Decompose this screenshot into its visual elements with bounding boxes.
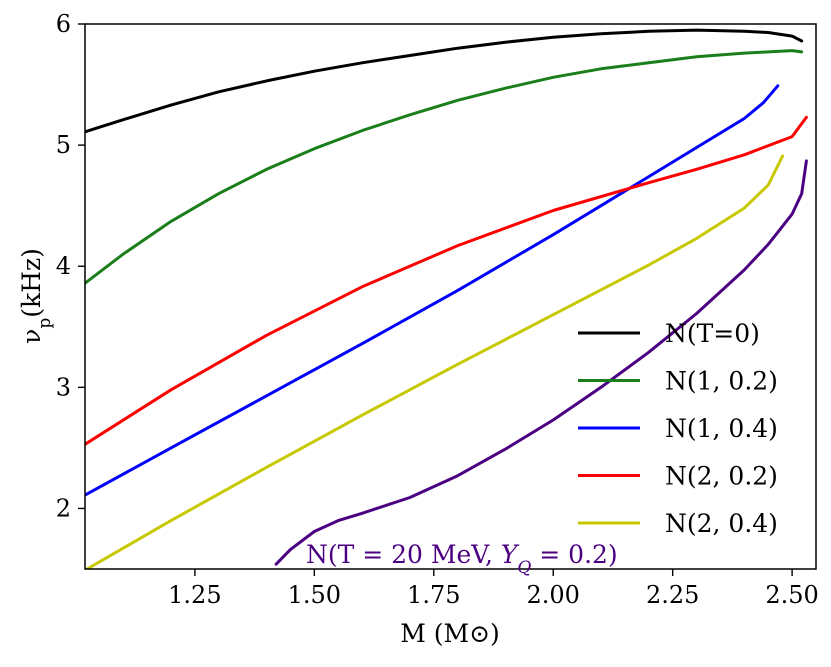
y-tick-label: 3	[56, 373, 71, 401]
y-tick-label: 2	[56, 494, 71, 522]
legend-item-n-2-0-2: N(2, 0.2)	[578, 462, 778, 491]
series-line-n-1-0-2	[85, 49, 804, 285]
y-axis-label: νp(kHz)	[17, 248, 55, 344]
y-tick-label: 4	[56, 252, 71, 280]
legend-item-n-2-0-4: N(2, 0.4)	[578, 509, 778, 538]
series-line-n-t-20-mev-y-q-0-2	[274, 159, 808, 566]
y-tick-label: 6	[56, 10, 71, 38]
series-line-n-1-0-4	[85, 84, 780, 497]
legend-item-n-t-0: N(T=0)	[578, 319, 760, 348]
x-tick-label: 2.00	[527, 581, 580, 609]
legend-item-n-1-0-2: N(1, 0.2)	[578, 367, 778, 396]
x-tick-label: 1.50	[288, 581, 341, 609]
plot-frame	[84, 23, 817, 570]
series-layer	[85, 28, 808, 569]
legend-label: N(2, 0.4)	[665, 509, 778, 538]
series-line-n-2-0-2	[85, 115, 808, 446]
axis-ticks: 1.25 1.50 1.75 2.00 2.25 2.50 2 3 4 5 6	[56, 10, 819, 609]
legend-item-n-1-0-4: N(1, 0.4)	[578, 414, 778, 443]
y-tick-label: 5	[56, 131, 71, 159]
legend-label: N(2, 0.2)	[665, 462, 778, 491]
legend-label: N(1, 0.2)	[665, 367, 778, 396]
legend-label: N(T=0)	[665, 319, 760, 348]
x-tick-label: 1.75	[407, 581, 460, 609]
x-tick-label: 2.25	[646, 581, 699, 609]
x-axis-label: M (M⊙)	[400, 619, 500, 648]
legend-label: N(1, 0.4)	[665, 414, 778, 443]
series-line-n-2-0-4	[85, 154, 785, 569]
legend: N(T=0) N(1, 0.2) N(1, 0.4) N(2, 0.2) N(2, 0.…	[578, 319, 778, 538]
series-line-n-t-0	[85, 28, 804, 134]
chart-annotation: N(T = 20 MeV, YQ = 0.2)	[306, 540, 618, 578]
x-tick-label: 1.25	[168, 581, 221, 609]
x-tick-label: 2.50	[765, 581, 818, 609]
